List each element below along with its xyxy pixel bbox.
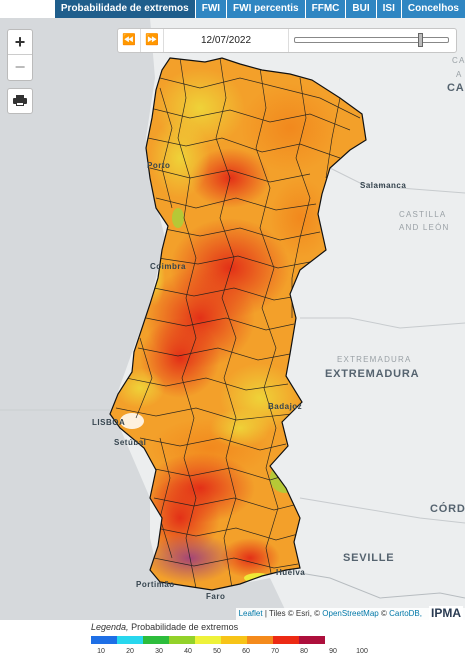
osm-link[interactable]: OpenStreetMap [322,609,379,618]
map-label-sevilla: SEVILLE [343,552,395,564]
legend-swatch [221,636,247,644]
legend-tick: 60 [242,648,250,655]
legend-swatch [299,636,325,644]
legend-color-bar [91,636,325,644]
map-label-and-leon: AND LEÓN [399,223,450,232]
tab-concelhos[interactable]: Concelhos [400,0,465,18]
map-label-porto: Porto [147,161,171,170]
legend-ticks: 10 20 30 40 50 60 70 80 90 100 [91,648,368,658]
map-label-portimao: Portimão [136,580,175,589]
legend-swatch [195,636,221,644]
legend-swatch [143,636,169,644]
legend-title-text: Probabilidade de extremos [131,622,239,632]
timeline-control: ⏪ ⏩ 12/07/2022 [117,28,457,53]
legend-swatch [117,636,143,644]
tab-probabilidade-de-extremos[interactable]: Probabilidade de extremos [53,0,195,18]
zoom-out-button[interactable]: − [14,57,26,77]
attribution-tiles: | Tiles © Esri, © [262,609,323,618]
legend-tick: 20 [126,648,134,655]
zoom-control: + − [7,29,33,81]
map-label-lisboa: LISBOA [92,418,126,427]
zoom-in-button[interactable]: + [8,30,32,55]
tab-bar: Probabilidade de extremos FWI FWI percen… [0,0,465,18]
map-label-extremadura: EXTREMADURA [325,368,420,380]
print-button[interactable] [7,88,33,114]
legend-swatch [273,636,299,644]
legend-tick: 10 [97,648,105,655]
carto-link[interactable]: CartoDB, [389,609,422,618]
map-label-a-edge: A [456,70,463,79]
map-label-ca: CA [447,82,465,94]
legend-swatch [247,636,273,644]
map-label-coimbra: Coimbra [150,262,186,271]
leaflet-link[interactable]: Leaflet [238,609,263,618]
map-label-faro: Faro [206,592,226,601]
legend-tick: 70 [271,648,279,655]
tab-bui[interactable]: BUI [345,0,376,18]
legend-prefix: Legenda, [91,622,129,632]
map-label-extremadura-region: EXTREMADURA [337,355,412,364]
tab-isi[interactable]: ISI [375,0,401,18]
tab-fwi-percentis[interactable]: FWI percentis [226,0,305,18]
timeline-date: 12/07/2022 [164,29,289,52]
legend-tick: 50 [213,648,221,655]
map-label-badajoz: Badajoz [268,402,303,411]
attribution-sep: © [378,609,390,618]
map-label-salamanca: Salamanca [360,181,407,190]
timeline-slider-thumb[interactable] [418,33,423,47]
legend-title: Legenda, Probabilidade de extremos [91,622,238,632]
map-label-cordoba: CÓRDO [430,503,465,515]
map-label-ca-edge: CA [452,56,465,65]
previous-day-button[interactable]: ⏪ [118,29,141,52]
legend-swatch [91,636,117,644]
printer-icon [13,95,27,106]
legend-tick: 80 [300,648,308,655]
legend-tick: 30 [155,648,163,655]
tabs: Probabilidade de extremos FWI FWI percen… [53,0,465,18]
map-label-huelva: Huelva [276,568,306,577]
legend-swatch [169,636,195,644]
legend-tick: 100 [356,648,368,655]
legend: Legenda, Probabilidade de extremos 10 20 3… [0,620,465,661]
map-canvas [0,18,465,620]
timeline-slider[interactable] [294,33,449,47]
map-attribution: Leaflet | Tiles © Esri, © OpenStreetMap … [235,608,465,620]
next-day-button[interactable]: ⏩ [141,29,164,52]
tab-fwi[interactable]: FWI [194,0,227,18]
legend-tick: 40 [184,648,192,655]
legend-tick: 90 [329,648,337,655]
tab-ffmc[interactable]: FFMC [304,0,346,18]
map-label-setubal: Setúbal [114,438,147,447]
map-label-castilla: CASTILLA [399,210,447,219]
map[interactable]: Porto Coimbra LISBOA Setúbal Badajoz Sal… [0,18,465,620]
ipma-logo: IPMA [429,606,463,620]
